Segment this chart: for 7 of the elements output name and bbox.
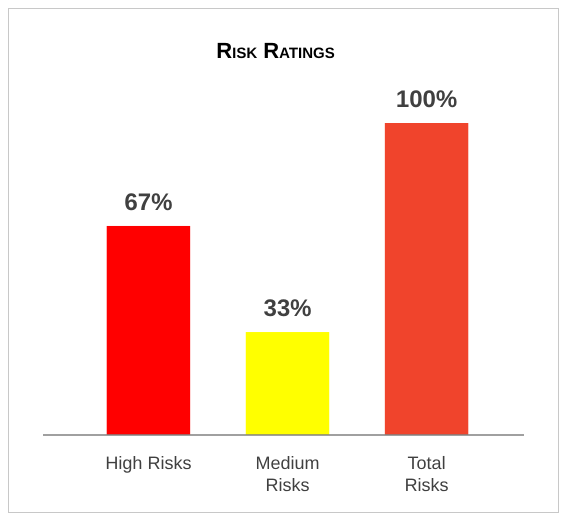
data-label: 67% bbox=[124, 188, 172, 216]
data-label: 100% bbox=[396, 86, 458, 113]
chart-title: Risk Ratings bbox=[216, 38, 335, 63]
x-tick-label: High Risks bbox=[105, 453, 192, 473]
x-tick-label: Medium Risks bbox=[255, 453, 320, 495]
data-label: 33% bbox=[263, 295, 312, 322]
x-tick-label: Total Risks bbox=[404, 453, 449, 495]
